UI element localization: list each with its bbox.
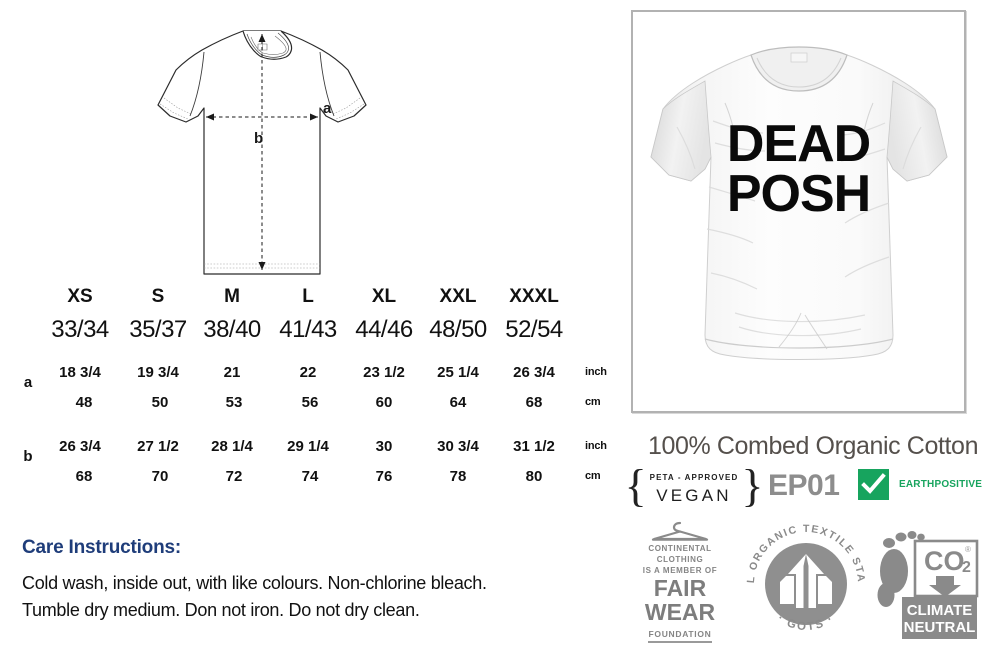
b-cm-l: 74 — [301, 468, 319, 485]
size-chart-table: XS S M L XL XXL XXXL 33/34 35/37 38/40 4… — [0, 286, 620, 496]
unit-label-a-inch: inch — [585, 366, 607, 378]
product-photo-frame[interactable]: DEAD POSH — [631, 10, 966, 413]
a-inch-xl: 23 1/2 — [363, 364, 405, 381]
fairwear-member-line-2: CLOTHING — [656, 554, 704, 564]
co2-label: CO — [924, 546, 965, 576]
a-cm-xs: 48 — [75, 394, 93, 411]
b-inch-xl: 30 — [375, 438, 393, 455]
size-header-xl: XL — [371, 286, 397, 307]
earthpositive-label: EARTHPOSITIVE — [899, 479, 983, 490]
b-inch-xxl: 30 3/4 — [437, 438, 479, 455]
gots-logo-icon: GLOBAL ORGANIC TEXTILE STANDARD · GOTS · — [735, 509, 865, 633]
chest-size-xl: 44/46 — [355, 316, 413, 343]
size-header-xxxl: XXXL — [509, 286, 559, 307]
fairwear-title-line-2: WEAR — [644, 599, 716, 626]
care-instructions: Care Instructions: Cold wash, inside out… — [22, 537, 602, 625]
size-header-l: L — [302, 286, 314, 307]
fairwear-title-line-1: FAIR — [653, 575, 707, 602]
a-inch-xxxl: 26 3/4 — [513, 364, 555, 381]
chest-size-xs: 33/34 — [51, 316, 109, 343]
b-cm-xxxl: 80 — [525, 468, 543, 485]
a-cm-m: 53 — [225, 394, 243, 411]
tshirt-diagram: a b — [140, 12, 440, 287]
a-inch-m: 21 — [223, 364, 241, 381]
co2-climate-neutral-icon: ® CO 2 CLIMATE NEUTRAL — [877, 531, 979, 639]
a-cm-l: 56 — [301, 394, 319, 411]
chest-size-l: 41/43 — [279, 316, 337, 343]
fairwear-member-line-1: CONTINENTAL — [648, 544, 712, 553]
size-header-s: S — [151, 286, 165, 307]
a-cm-xl: 60 — [375, 394, 393, 411]
unit-label-a-cm: cm — [585, 396, 601, 408]
peta-approved-label: PETA - APPROVED — [649, 472, 739, 482]
measure-row-label-a: a — [23, 374, 33, 391]
b-inch-s: 27 1/2 — [137, 438, 179, 455]
unit-label-b-cm: cm — [585, 470, 601, 482]
b-inch-m: 28 1/4 — [211, 438, 253, 455]
chest-size-xxxl: 52/54 — [505, 316, 563, 343]
unit-label-b-inch: inch — [585, 440, 607, 452]
size-header-xxl: XXL — [439, 286, 477, 307]
b-inch-xxxl: 31 1/2 — [513, 438, 555, 455]
a-cm-xxl: 64 — [449, 394, 467, 411]
right-panel: DEAD POSH 100% Combed Organic Cotton { P… — [620, 0, 990, 663]
vegan-label: VEGAN — [656, 485, 732, 505]
neutral-label: NEUTRAL — [904, 619, 976, 636]
b-inch-l: 29 1/4 — [287, 438, 329, 455]
b-inch-xs: 26 3/4 — [59, 438, 101, 455]
a-inch-xxl: 25 1/4 — [437, 364, 479, 381]
b-cm-xs: 68 — [75, 468, 93, 485]
care-instructions-line-2: Tumble dry medium. Don not iron. Do not … — [22, 600, 420, 621]
cotton-headline: 100% Combed Organic Cotton — [648, 432, 979, 460]
measure-row-label-b: b — [23, 448, 33, 465]
badge-strip: { PETA - APPROVED VEGAN } EP01 EARTHPOSI… — [620, 461, 990, 513]
climate-neutral-badge: ® CO 2 CLIMATE NEUTRAL — [872, 523, 984, 649]
tshirt-diagram-svg — [157, 30, 367, 275]
brace-left-icon: { — [624, 459, 647, 511]
gots-badge: GLOBAL ORGANIC TEXTILE STANDARD · GOTS · — [735, 509, 872, 650]
fair-wear-foundation-badge: CONTINENTAL CLOTHING IS A MEMBER OF FAIR… — [632, 520, 728, 644]
climate-label: CLIMATE — [907, 602, 973, 619]
chest-size-s: 35/37 — [129, 316, 187, 343]
fairwear-member-line-3: IS A MEMBER OF — [642, 565, 718, 575]
b-cm-xl: 76 — [375, 468, 393, 485]
brace-right-icon: } — [741, 459, 764, 511]
size-header-xs: XS — [67, 286, 93, 307]
certification-logos: CONTINENTAL CLOTHING IS A MEMBER OF FAIR… — [620, 509, 990, 658]
tshirt-photo-svg — [649, 45, 948, 360]
hanger-icon — [651, 521, 709, 541]
product-photo: DEAD POSH — [633, 12, 964, 411]
a-inch-s: 19 3/4 — [137, 364, 179, 381]
a-cm-xxxl: 68 — [525, 394, 543, 411]
vegan-badge-text: PETA - APPROVED VEGAN — [647, 467, 742, 506]
size-header-m: M — [224, 286, 240, 307]
checkmark-icon — [858, 469, 889, 500]
ep01-code: EP01 — [768, 469, 840, 502]
care-instructions-title: Care Instructions: — [22, 537, 181, 558]
b-cm-xxl: 78 — [449, 468, 467, 485]
shirt-print-line-1: DEAD — [726, 115, 871, 173]
co2-subscript: 2 — [962, 559, 971, 576]
a-inch-xs: 18 3/4 — [59, 364, 101, 381]
care-instructions-line-1: Cold wash, inside out, with like colours… — [22, 573, 487, 593]
chest-size-m: 38/40 — [203, 316, 261, 343]
shirt-print-line-2: POSH — [726, 164, 871, 223]
shirt-print-text: DEAD POSH — [633, 115, 964, 223]
chest-size-xxl: 48/50 — [429, 316, 487, 343]
registered-mark: ® — [965, 545, 971, 554]
dimension-label-a: a — [323, 100, 332, 117]
b-cm-m: 72 — [225, 468, 243, 485]
dimension-label-b: b — [254, 130, 264, 147]
fairwear-foundation-label: FOUNDATION — [648, 629, 712, 644]
peta-vegan-badge: { PETA - APPROVED VEGAN } — [625, 462, 764, 509]
b-cm-s: 70 — [151, 468, 169, 485]
left-panel: a b XS S M L XL XXL XXXL 33/34 35/37 38/… — [0, 12, 620, 625]
a-cm-s: 50 — [151, 394, 169, 411]
a-inch-l: 22 — [299, 364, 317, 381]
